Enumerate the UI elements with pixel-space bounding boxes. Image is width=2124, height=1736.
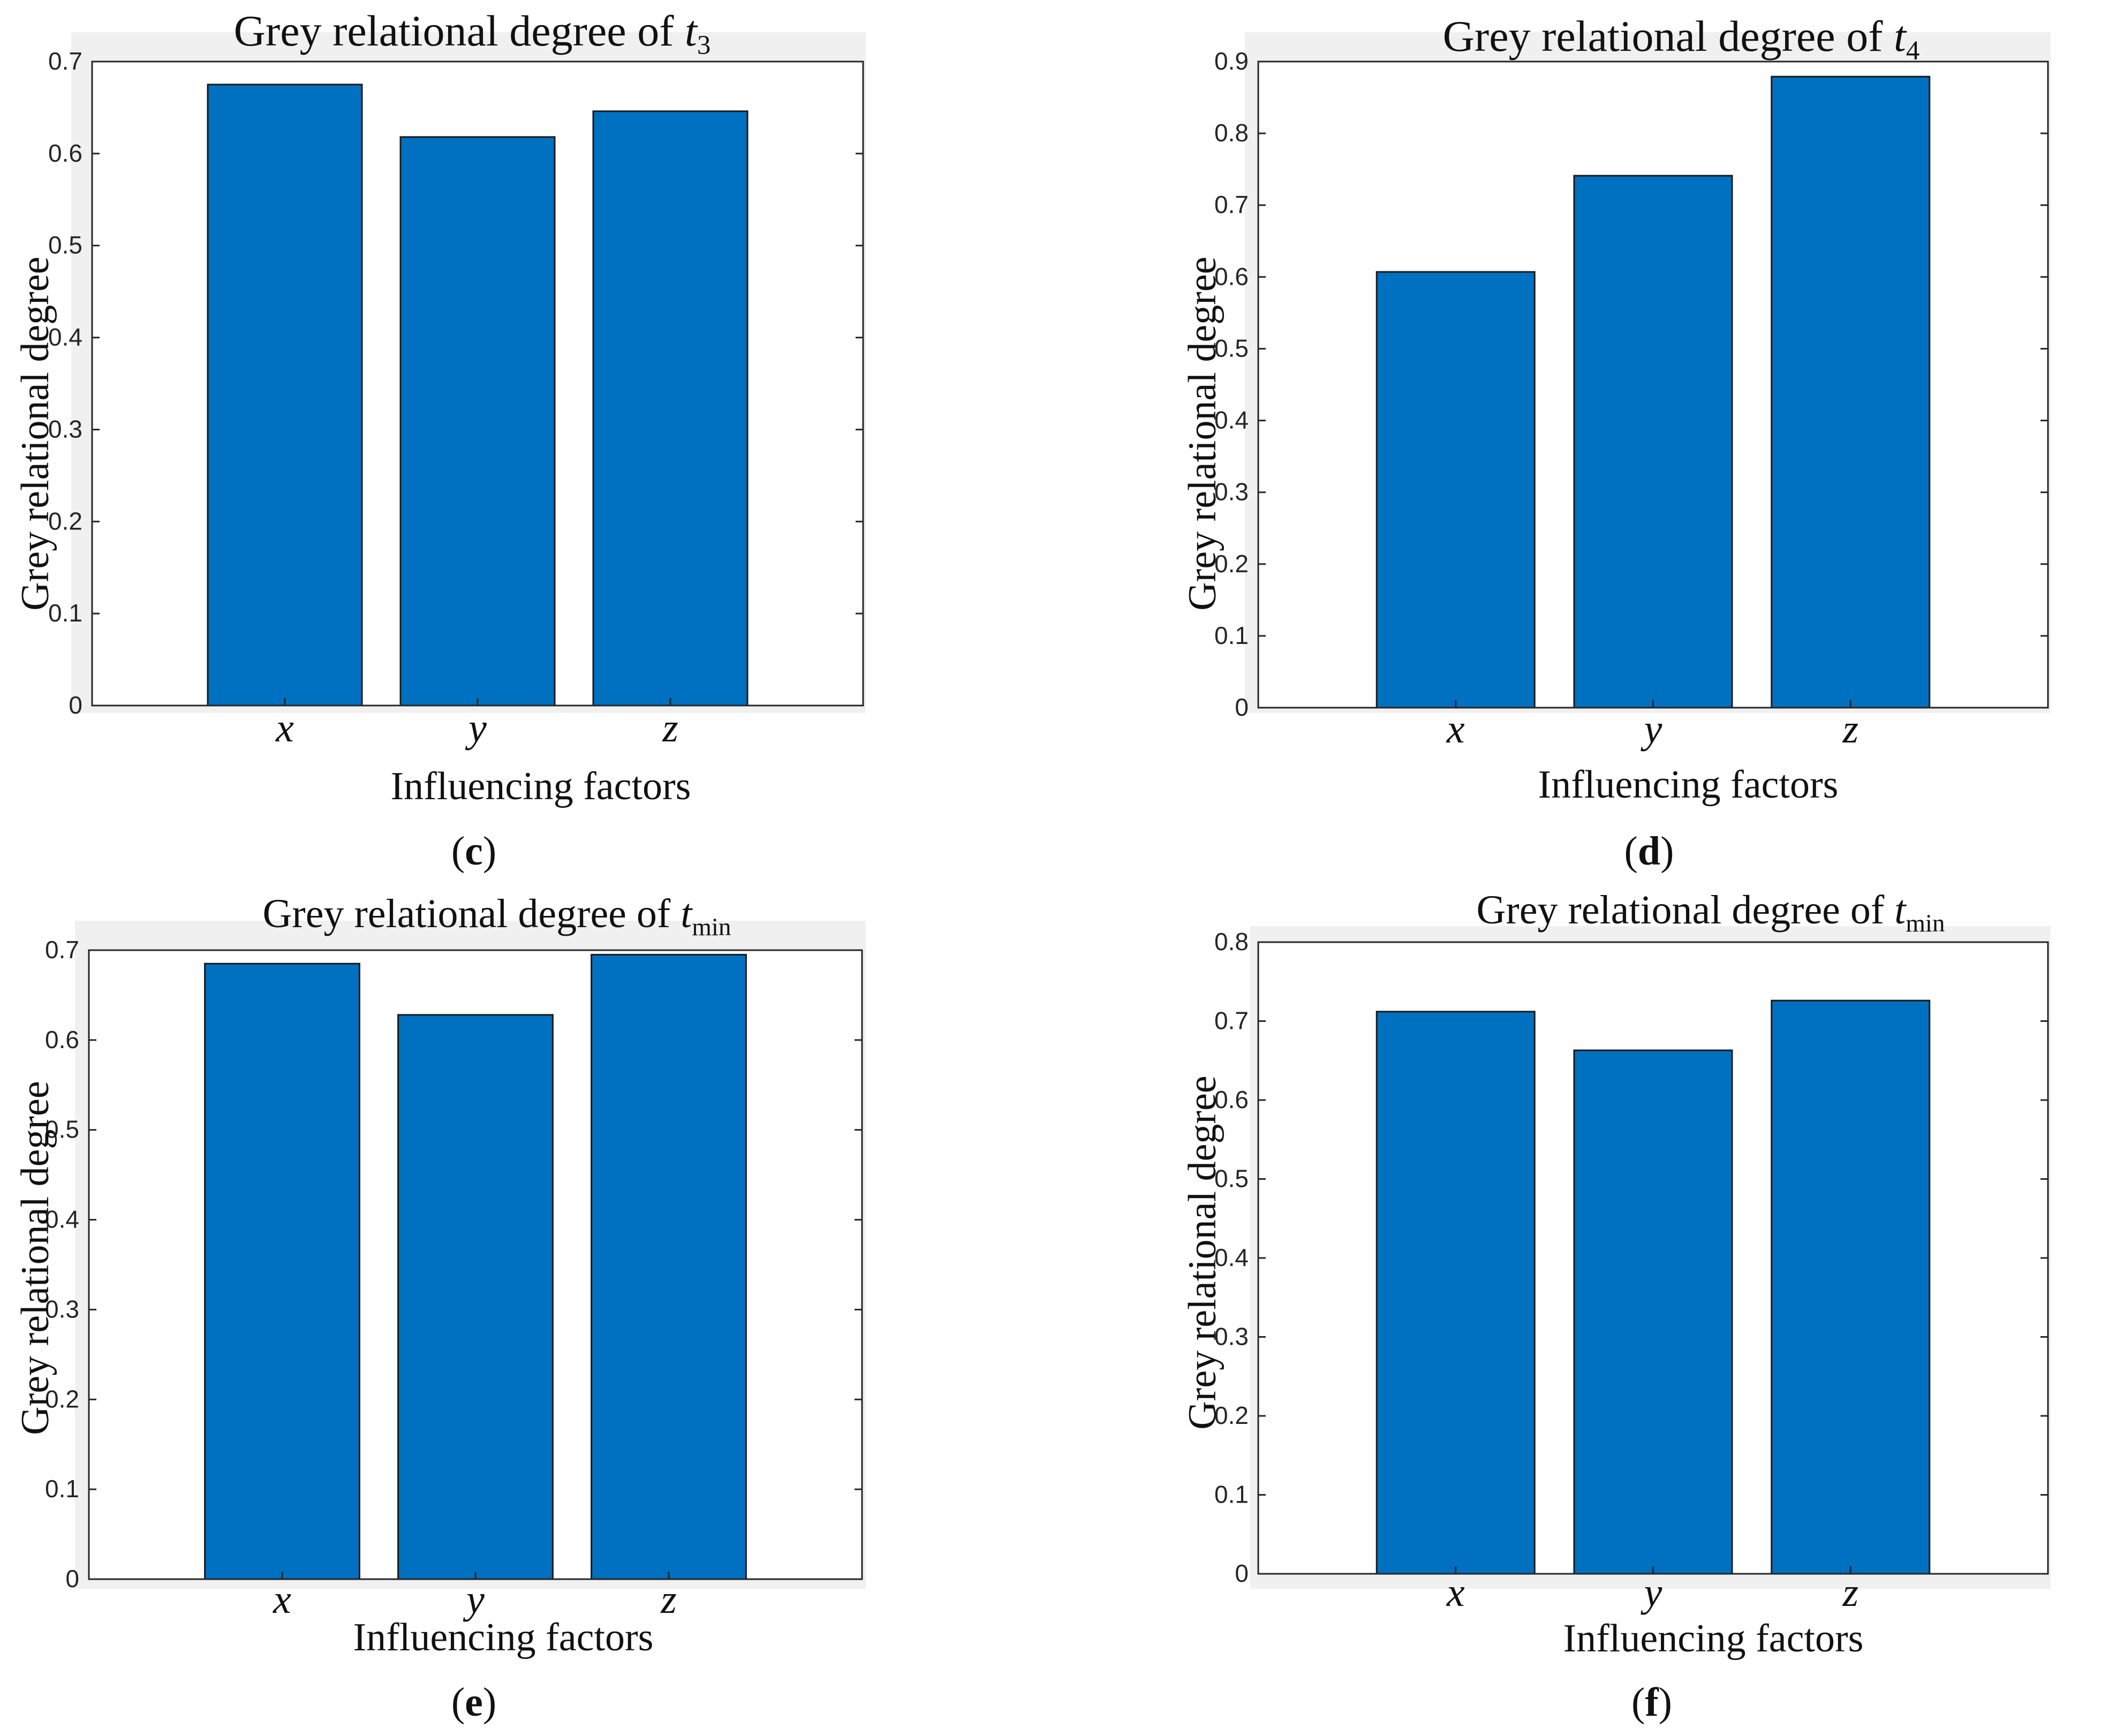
y-tick-label: 0.5: [48, 231, 82, 259]
panel-label: (f): [1631, 1680, 1672, 1725]
y-tick-label: 0: [1235, 693, 1249, 721]
x-tick-label-y: y: [1641, 1570, 1662, 1615]
y-tick-label: 0.6: [1214, 1086, 1249, 1113]
bar-z: [1771, 999, 1931, 1575]
chart-title: Grey relational degree of tmin: [1477, 888, 1945, 937]
y-tick-label: 0.8: [1214, 928, 1249, 956]
y-tick-label: 0.2: [48, 507, 82, 535]
chart-title: Grey relational degree of tmin: [263, 891, 731, 941]
bar-y: [1573, 1049, 1733, 1575]
y-tick-label: 0.3: [45, 1295, 79, 1323]
y-tick-label: 0.1: [45, 1475, 79, 1503]
x-tick-label-x: x: [275, 706, 294, 751]
title-subscript: 3: [697, 31, 711, 60]
bar-y: [1573, 175, 1733, 709]
x-axis-label: Influencing factors: [1563, 1617, 1864, 1661]
title-variable: t: [681, 891, 693, 936]
panel-letter: c: [465, 829, 483, 874]
title-text: Grey relational degree of: [263, 891, 681, 936]
y-tick-label: 0.4: [48, 323, 82, 351]
chart-panel-d: 0 0.1 0.2 0.3 0.4 0.5 0.6 0.7 0.8 0.9 x y z Grey rela…: [1181, 12, 2051, 874]
title-subscript: min: [692, 913, 731, 941]
y-tick-label: 0.6: [45, 1026, 79, 1053]
chart-panel-c: 0 0.1 0.2 0.3 0.4 0.5 0.6 0.7 x y z Grey relational…: [13, 6, 866, 874]
chart-title: Grey relational degree of t3: [234, 6, 711, 60]
x-tick-label-y: y: [465, 706, 487, 751]
bar-z: [591, 953, 747, 1580]
y-tick-label: 0.2: [1214, 1401, 1249, 1429]
y-tick-label: 0.1: [48, 599, 82, 627]
chart-panel-e: 0 0.1 0.2 0.3 0.4 0.5 0.6 0.7 x y z Grey relational…: [13, 891, 866, 1725]
x-tick-label-z: z: [1842, 707, 1858, 752]
title-text: Grey relational degree of: [1443, 12, 1894, 60]
x-tick-label-y: y: [1641, 707, 1662, 752]
x-tick-label-z: z: [662, 706, 678, 751]
y-tick-label: 0: [1235, 1559, 1249, 1587]
y-tick-label: 0.1: [1214, 1481, 1249, 1508]
y-axis-label: Grey relational degree: [1181, 1075, 1224, 1430]
bar-z: [1771, 75, 1931, 709]
bar-x: [207, 84, 363, 707]
y-axis-label: Grey relational degree: [1181, 256, 1224, 611]
y-tick-label: 0.4: [1214, 406, 1249, 434]
y-tick-label: 0.5: [1214, 334, 1249, 362]
bar-y: [399, 136, 556, 707]
panel-label: (d): [1624, 829, 1674, 874]
title-text: Grey relational degree of: [1477, 888, 1895, 933]
y-tick-label: 0.7: [1214, 191, 1249, 218]
y-tick-label: 0.3: [48, 415, 82, 443]
y-tick-label: 0.2: [45, 1385, 79, 1413]
panel-label: (c): [451, 829, 496, 874]
x-tick-label-x: x: [1446, 1570, 1465, 1615]
x-axis-label: Influencing factors: [1538, 763, 1839, 807]
panel-letter: e: [465, 1680, 483, 1725]
bar-x: [1375, 1011, 1536, 1575]
bar-z: [592, 110, 749, 707]
x-tick-label-y: y: [463, 1577, 485, 1622]
y-tick-label: 0.9: [1214, 47, 1249, 75]
y-tick-label: 0: [65, 1565, 79, 1593]
y-tick-label: 0.8: [1214, 119, 1249, 147]
panel-label: (e): [451, 1680, 496, 1725]
y-tick-label: 0.7: [45, 936, 79, 964]
x-tick-label-x: x: [1446, 707, 1465, 752]
y-tick-label: 0.6: [48, 139, 82, 167]
panel-letter: d: [1638, 829, 1660, 874]
bar-y: [397, 1014, 554, 1580]
y-tick-label: 0.2: [1214, 550, 1249, 578]
x-axis-label: Influencing factors: [353, 1616, 654, 1659]
y-tick-label: 0.6: [1214, 262, 1249, 290]
y-tick-label: 0.4: [1214, 1244, 1249, 1271]
y-tick-label: 0.7: [48, 47, 82, 75]
y-axis-label: Grey relational degree: [13, 1081, 57, 1435]
chart-panel-f: 0 0.1 0.2 0.3 0.4 0.5 0.6 0.7 0.8 x y z Grey relatio…: [1181, 888, 2051, 1725]
x-axis-label: Influencing factors: [391, 764, 691, 808]
y-axis-label: Grey relational degree: [13, 256, 57, 611]
bar-x: [204, 962, 360, 1580]
x-tick-label-x: x: [273, 1577, 291, 1622]
y-tick-label: 0: [69, 691, 82, 719]
title-subscript: 4: [1906, 36, 1920, 66]
bar-x: [1375, 271, 1536, 709]
panel-letter: f: [1645, 1680, 1659, 1725]
x-tick-label-z: z: [1842, 1570, 1858, 1615]
title-variable: t: [1894, 888, 1907, 933]
y-tick-label: 0.4: [45, 1206, 79, 1233]
y-tick-label: 0.1: [1214, 621, 1249, 649]
y-tick-label: 0.3: [1214, 1323, 1249, 1351]
chart-title: Grey relational degree of t4: [1443, 12, 1920, 66]
title-text: Grey relational degree of: [234, 6, 685, 55]
title-variable: t: [1894, 12, 1907, 60]
y-tick-label: 0.5: [45, 1116, 79, 1143]
x-tick-label-z: z: [660, 1577, 677, 1622]
title-variable: t: [685, 6, 698, 55]
title-subscript: min: [1906, 909, 1945, 937]
y-tick-label: 0.5: [1214, 1165, 1249, 1193]
y-tick-label: 0.7: [1214, 1007, 1249, 1035]
y-tick-label: 0.3: [1214, 478, 1249, 506]
